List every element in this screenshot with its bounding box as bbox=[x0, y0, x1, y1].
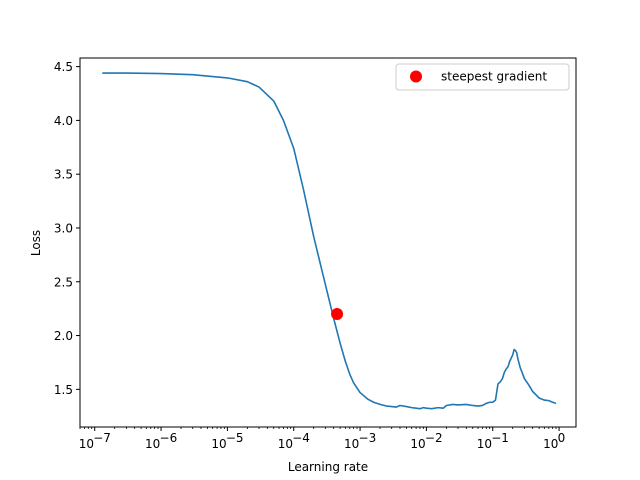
plot-area bbox=[80, 58, 576, 427]
x-tick-label-exp: −1 bbox=[491, 431, 509, 445]
y-tick-label-5: 4.0 bbox=[54, 114, 73, 128]
data-layer bbox=[102, 72, 557, 410]
x-tick-label-3: 10 −4 bbox=[278, 431, 310, 451]
steepest-gradient-point bbox=[331, 308, 344, 321]
x-tick-label-exp: −3 bbox=[359, 431, 377, 445]
x-tick-label-6: 10 −1 bbox=[477, 431, 509, 451]
legend-label: steepest gradient bbox=[441, 70, 547, 84]
y-tick-label-4: 3.5 bbox=[54, 168, 73, 182]
x-tick-label-base: 10 bbox=[79, 437, 94, 451]
marker-layer bbox=[331, 308, 344, 321]
x-tick-label-exp: 0 bbox=[558, 431, 566, 445]
x-tick-label-base: 10 bbox=[477, 437, 492, 451]
y-tick-label-0: 1.5 bbox=[54, 383, 73, 397]
x-tick-label-base: 10 bbox=[278, 437, 293, 451]
x-tick-label-base: 10 bbox=[344, 437, 359, 451]
x-tick-label-0: 10 −7 bbox=[79, 431, 111, 451]
x-tick-label-7: 10 0 bbox=[543, 431, 565, 451]
y-axis-label: Loss bbox=[29, 230, 43, 256]
plot-frame bbox=[79, 57, 577, 428]
y-tick-label-3: 3.0 bbox=[54, 221, 73, 235]
y-tick-label-2: 2.5 bbox=[54, 275, 73, 289]
x-tick-label-exp: −7 bbox=[93, 431, 111, 445]
x-tick-label-base: 10 bbox=[410, 437, 425, 451]
legend-marker bbox=[410, 70, 422, 83]
x-tick-label-exp: −6 bbox=[160, 431, 178, 445]
legend-box bbox=[395, 63, 570, 91]
x-tick-label-2: 10 −5 bbox=[211, 431, 243, 451]
axes-layer: 10 −7 10 −6 10 −5 10 −4 10 −3 10 −2 10 −1 10 01.52.02.5… bbox=[54, 60, 565, 451]
y-tick-label-1: 2.0 bbox=[54, 329, 73, 343]
x-tick-label-exp: −2 bbox=[425, 431, 443, 445]
x-tick-label-base: 10 bbox=[543, 437, 558, 451]
legend: steepest gradient bbox=[395, 63, 570, 91]
series-line-0 bbox=[102, 72, 557, 410]
x-axis-label: Learning rate bbox=[288, 460, 368, 474]
x-tick-label-1: 10 −6 bbox=[145, 431, 177, 451]
x-tick-label-base: 10 bbox=[211, 437, 226, 451]
x-tick-label-5: 10 −2 bbox=[410, 431, 442, 451]
x-tick-label-base: 10 bbox=[145, 437, 160, 451]
x-tick-label-exp: −4 bbox=[292, 431, 310, 445]
x-tick-label-exp: −5 bbox=[226, 431, 244, 445]
x-tick-label-4: 10 −3 bbox=[344, 431, 376, 451]
y-tick-label-6: 4.5 bbox=[54, 60, 73, 74]
